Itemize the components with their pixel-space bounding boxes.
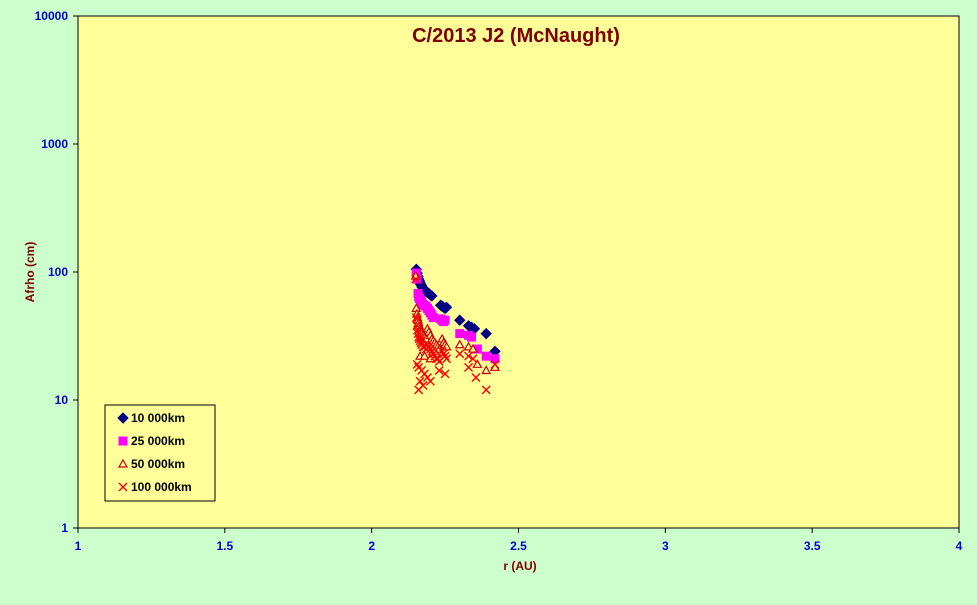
data-point (419, 350, 430, 360)
data-point (440, 351, 450, 361)
data-point (481, 351, 491, 361)
x-axis-label: r (AU) (503, 559, 536, 573)
data-point (471, 372, 481, 382)
data-point (454, 339, 465, 349)
data-point (481, 365, 492, 375)
data-point (415, 376, 425, 386)
legend-label: 25 000km (131, 434, 185, 448)
legend-label: 10 000km (131, 411, 185, 425)
data-point (464, 351, 474, 361)
y-tick-label: 1 (61, 521, 68, 535)
data-point (455, 329, 465, 339)
plot-area (77, 15, 960, 529)
data-point (428, 313, 438, 323)
legend-marker-2 (117, 458, 129, 468)
data-point (472, 359, 483, 368)
data-point (434, 366, 444, 375)
chart-title: C/2013 J2 (McNaught) (412, 25, 620, 47)
data-point (411, 313, 421, 323)
legend-marker-3 (118, 482, 128, 492)
data-point (425, 376, 435, 386)
legend: 10 000km 25 000km 50 000km 100 000km (104, 404, 216, 502)
y-tick-label: 1000 (41, 137, 68, 151)
legend-label: 100 000km (131, 480, 192, 494)
data-point (481, 385, 491, 395)
data-point (455, 349, 465, 359)
axis-ticks: 1 1.5 2 2.5 3 3.5 4 1 10 100 1000 10000 (35, 9, 963, 553)
data-point (464, 362, 474, 372)
data-point (467, 343, 479, 353)
data-point (440, 301, 453, 313)
y-tick-label: 10 (55, 393, 69, 407)
x-tick-label: 3 (662, 539, 669, 553)
y-tick-label: 100 (48, 265, 68, 279)
legend-label: 50 000km (131, 457, 185, 471)
data-point (426, 290, 438, 302)
data-point (440, 315, 450, 325)
x-tick-label: 2 (368, 539, 375, 553)
data-point (467, 332, 477, 342)
data-point (454, 314, 466, 326)
data-point (439, 349, 449, 359)
data-points (410, 263, 501, 395)
x-tick-label: 1.5 (216, 539, 233, 553)
data-point (442, 354, 452, 364)
y-axis-label: Afrho (cm) (23, 242, 37, 303)
series-1 (411, 268, 500, 364)
data-point (440, 369, 450, 379)
data-point (414, 385, 424, 395)
data-point (490, 359, 500, 369)
legend-marker-1 (118, 436, 128, 446)
data-point (480, 327, 492, 340)
x-tick-label: 3.5 (804, 539, 821, 553)
x-tick-label: 4 (956, 539, 963, 553)
x-tick-label: 1 (75, 539, 82, 553)
legend-marker-0 (117, 412, 129, 424)
x-tick-label: 2.5 (510, 539, 527, 553)
data-point (468, 354, 478, 364)
y-tick-label: 10000 (35, 9, 69, 23)
data-point (411, 274, 421, 284)
data-point (413, 329, 423, 339)
series-3 (411, 274, 500, 395)
